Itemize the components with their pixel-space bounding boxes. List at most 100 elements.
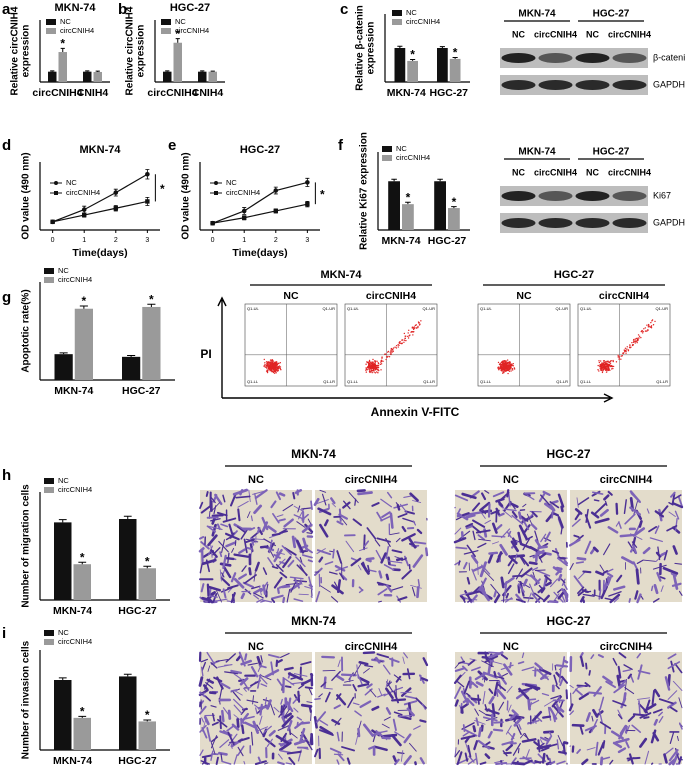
flow-event — [380, 360, 383, 363]
cell-stain — [511, 510, 518, 518]
cell-stain — [554, 664, 557, 671]
cell-stain — [555, 702, 561, 713]
cell-stain — [199, 724, 207, 733]
cell-stain — [454, 686, 462, 699]
cell-stain — [219, 562, 232, 567]
cell-stain — [525, 749, 530, 759]
cell-stain — [578, 692, 590, 701]
flow-event — [277, 366, 280, 368]
cell-stain — [273, 706, 280, 713]
micrograph-condition-label: circCNIH4 — [345, 474, 398, 486]
cell-stain — [514, 760, 519, 765]
flow-plot — [577, 303, 671, 387]
cell-stain — [357, 727, 361, 738]
flow-event — [601, 362, 603, 364]
cell-stain — [367, 564, 371, 573]
data-point — [273, 188, 279, 193]
flow-event — [513, 367, 516, 369]
cell-stain — [309, 673, 314, 677]
cell-stain — [512, 574, 523, 578]
cell-stain — [479, 577, 487, 592]
cell-stain — [457, 660, 465, 665]
cell-stain — [669, 731, 675, 744]
flow-event — [272, 367, 274, 370]
cell-stain — [538, 584, 543, 590]
cell-stain — [653, 718, 658, 726]
cell-stain — [354, 710, 362, 717]
cell-stain — [385, 679, 389, 688]
legend-label: NC — [58, 266, 69, 275]
cell-stain — [352, 702, 360, 706]
data-point — [242, 215, 247, 220]
cell-stain — [268, 729, 276, 737]
flow-event — [368, 363, 370, 366]
cell-stain — [232, 698, 245, 710]
flow-event — [380, 359, 383, 362]
data-line — [52, 200, 148, 223]
bar — [122, 356, 141, 380]
cell-stain — [551, 508, 554, 519]
cell-stain — [204, 695, 212, 702]
flow-event — [634, 338, 636, 340]
cell-stain — [517, 531, 523, 546]
cell-stain — [493, 594, 501, 604]
flow-event — [635, 340, 637, 343]
cell-stain — [538, 493, 546, 503]
cell-stain — [390, 586, 404, 592]
cell-stain — [552, 712, 556, 723]
cell-stain — [266, 738, 273, 748]
cell-stain — [240, 528, 249, 540]
error-bar — [58, 519, 67, 523]
cell-stain — [310, 595, 313, 598]
cell-stain — [592, 491, 604, 495]
flow-event — [500, 369, 502, 371]
chart-title: HGC-27 — [240, 144, 280, 156]
flow-event — [278, 362, 280, 365]
cell-stain — [419, 757, 425, 765]
cell-stain — [505, 725, 512, 735]
significance-mark: * — [406, 190, 411, 204]
cell-stain — [492, 491, 505, 498]
cell-stain — [258, 664, 267, 669]
flow-event — [607, 361, 610, 363]
cell-stain — [584, 725, 597, 732]
cell-stain — [654, 510, 665, 518]
cell-stain — [301, 554, 313, 559]
cell-stain — [227, 731, 235, 746]
cell-stain — [453, 537, 467, 544]
flow-event — [412, 334, 414, 336]
cell-stain — [540, 533, 547, 543]
cell-stain — [334, 565, 346, 572]
cell-stain — [278, 492, 286, 497]
flow-event — [272, 365, 274, 368]
cell-stain — [540, 746, 550, 752]
data-point — [241, 208, 247, 214]
flow-event — [365, 363, 367, 365]
cell-stain — [586, 747, 596, 751]
flow-event — [374, 367, 376, 370]
cell-stain — [201, 717, 204, 723]
cell-stain — [639, 737, 648, 748]
cell-stain — [455, 546, 468, 550]
flow-event — [646, 324, 648, 326]
blot-group-label: MKN-74 — [518, 147, 556, 158]
cell-stain — [328, 571, 338, 575]
cell-stain — [213, 505, 217, 515]
cell-stain — [391, 734, 402, 747]
cell-stain — [544, 531, 551, 542]
flow-event — [651, 320, 653, 322]
flow-condition-label: circCNIH4 — [366, 290, 416, 302]
flow-event — [388, 356, 391, 358]
error-bar — [79, 305, 88, 309]
cell-stain — [465, 525, 473, 530]
bar — [449, 58, 461, 82]
cell-stain — [454, 747, 457, 757]
cell-stain — [585, 712, 591, 722]
cell-stain — [477, 534, 486, 541]
cell-stain — [319, 725, 333, 736]
bar — [54, 354, 73, 380]
quadrant-label: Q1-LL — [247, 379, 259, 384]
flow-event — [642, 330, 644, 333]
legend-label: circCNIH4 — [58, 275, 92, 284]
cell-stain — [229, 493, 237, 507]
